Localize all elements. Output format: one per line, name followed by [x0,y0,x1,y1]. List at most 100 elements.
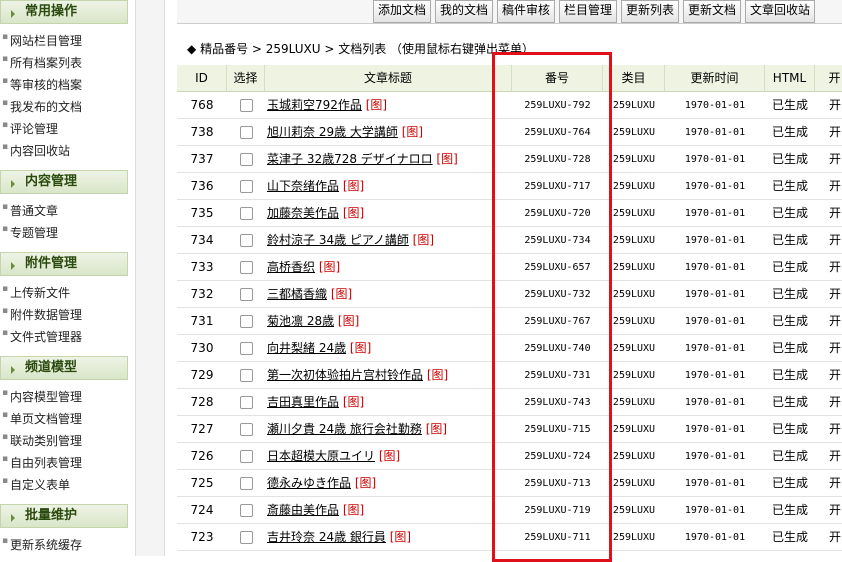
title-link[interactable]: 菊池凛 28歳 [267,314,335,328]
cell: 259LUXU [603,470,665,497]
checkbox[interactable] [239,180,253,193]
cell: 已生成 [765,254,815,281]
title-link[interactable]: 玉城莉空792作品 [267,98,362,112]
title-link[interactable]: 山下奈绪作品 [267,179,340,193]
toolbar-button[interactable]: 文章回收站 [745,0,816,23]
cell: 732 [177,281,227,308]
toolbar-button[interactable]: 栏目管理 [559,0,618,23]
highlight-box [492,52,612,562]
title-link[interactable]: 德永みゆき作品 [267,476,352,490]
checkbox[interactable] [239,288,253,301]
checkbox[interactable] [239,153,253,166]
menu-item[interactable]: 网站栏目管理 [2,32,82,49]
cell: 开 [815,146,842,173]
menu-item[interactable]: 自由列表管理 [2,454,82,471]
section-header[interactable]: 批量维护 [0,504,128,528]
title-link[interactable]: 斎藤由美作品 [267,503,340,517]
title-link[interactable]: 菜津子 32歳728 デザイナロロ [267,152,433,166]
checkbox[interactable] [239,207,253,220]
cell: 259LUXU-657 [512,254,603,281]
checkbox[interactable] [239,99,253,112]
title-link[interactable]: 向井梨緒 24歳 [267,341,347,355]
title-link[interactable]: 旭川莉奈 29歳 大学講師 [267,125,398,139]
cell: 259LUXU [603,308,665,335]
title-link[interactable]: 高桥香织 [267,260,316,274]
image-tag: [图] [342,206,365,220]
cell: 259LUXU-792 [512,92,603,119]
title-link[interactable]: 鈴村涼子 34歳 ピアノ講師 [267,233,409,247]
cell [227,119,265,146]
section-header[interactable]: 常用操作 [0,0,128,24]
cell: 1970-01-01 [665,227,765,254]
section-header[interactable]: 附件管理 [0,252,128,276]
menu-item[interactable]: 内容模型管理 [2,388,82,405]
menu-item[interactable]: 内容回收站 [2,142,70,159]
cell [227,200,265,227]
image-tag: [图] [425,422,448,436]
cell: 735 [177,200,227,227]
checkbox[interactable] [239,477,253,490]
cell [227,335,265,362]
cell: 开 [815,254,842,281]
checkbox[interactable] [239,396,253,409]
cell: 259LUXU [603,254,665,281]
checkbox[interactable] [239,423,253,436]
cell: 259LUXU-767 [512,308,603,335]
toolbar-button[interactable]: 稿件审核 [497,0,556,23]
toolbar-button[interactable]: 添加文档 [373,0,432,23]
cell: 1970-01-01 [665,524,765,551]
cell [227,254,265,281]
cell: 开 [815,470,842,497]
menu-item[interactable]: 上传新文件 [2,284,70,301]
cell: 菊池凛 28歳 [图] [265,308,512,335]
cell: 三都橘香織 [图] [265,281,512,308]
image-tag: [图] [337,314,360,328]
menu-item[interactable]: 联动类别管理 [2,432,82,449]
menu-item[interactable]: 所有档案列表 [2,54,82,71]
checkbox[interactable] [239,315,253,328]
checkbox[interactable] [239,369,253,382]
checkbox[interactable] [239,261,253,274]
cell: 开 [815,173,842,200]
section-header[interactable]: 内容管理 [0,170,128,194]
menu-item[interactable]: 自定义表单 [2,476,70,493]
title-link[interactable]: 第一次初体验拍片宫村铃作品 [267,368,424,382]
menu-item[interactable]: 我发布的文档 [2,98,82,115]
checkbox[interactable] [239,126,253,139]
title-link[interactable]: 日本超模大原ユイリ [267,449,376,463]
cell: 已生成 [765,281,815,308]
toolbar-button[interactable]: 更新列表 [621,0,680,23]
checkbox[interactable] [239,450,253,463]
menu-item[interactable]: 等审核的档案 [2,76,82,93]
menu-item[interactable]: 文件式管理器 [2,328,82,345]
title-link[interactable]: 吉田真里作品 [267,395,340,409]
cell: 已生成 [765,227,815,254]
cell: 728 [177,389,227,416]
cell: 已生成 [765,173,815,200]
cell: 已生成 [765,389,815,416]
cell: 259LUXU [603,119,665,146]
title-link[interactable]: 瀬川夕貴 24歳 旅行会社勤務 [267,422,422,436]
checkbox[interactable] [239,504,253,517]
cell: 259LUXU [603,200,665,227]
toolbar-button[interactable]: 我的文档 [435,0,494,23]
section-header[interactable]: 频道模型 [0,356,128,380]
title-link[interactable]: 吉井玲奈 24歳 銀行員 [267,530,386,544]
title-link[interactable]: 三都橘香織 [267,287,328,301]
menu-item[interactable]: 评论管理 [2,120,58,137]
cell: 已生成 [765,146,815,173]
menu-item[interactable]: 更新系统缓存 [2,536,82,553]
menu-item[interactable]: 附件数据管理 [2,306,82,323]
cell: 山下奈绪作品 [图] [265,173,512,200]
toolbar-button[interactable]: 更新文档 [683,0,742,23]
title-link[interactable]: 加藤奈美作品 [267,206,340,220]
menu-item[interactable]: 普通文章 [2,202,58,219]
checkbox[interactable] [239,342,253,355]
cell: 开 [815,281,842,308]
menu-item[interactable]: 单页文档管理 [2,410,82,427]
checkbox[interactable] [239,234,253,247]
checkbox[interactable] [239,531,253,544]
menu-item[interactable]: 专题管理 [2,224,58,241]
cell: 已生成 [765,416,815,443]
column-header: 更新时间 [665,65,765,92]
